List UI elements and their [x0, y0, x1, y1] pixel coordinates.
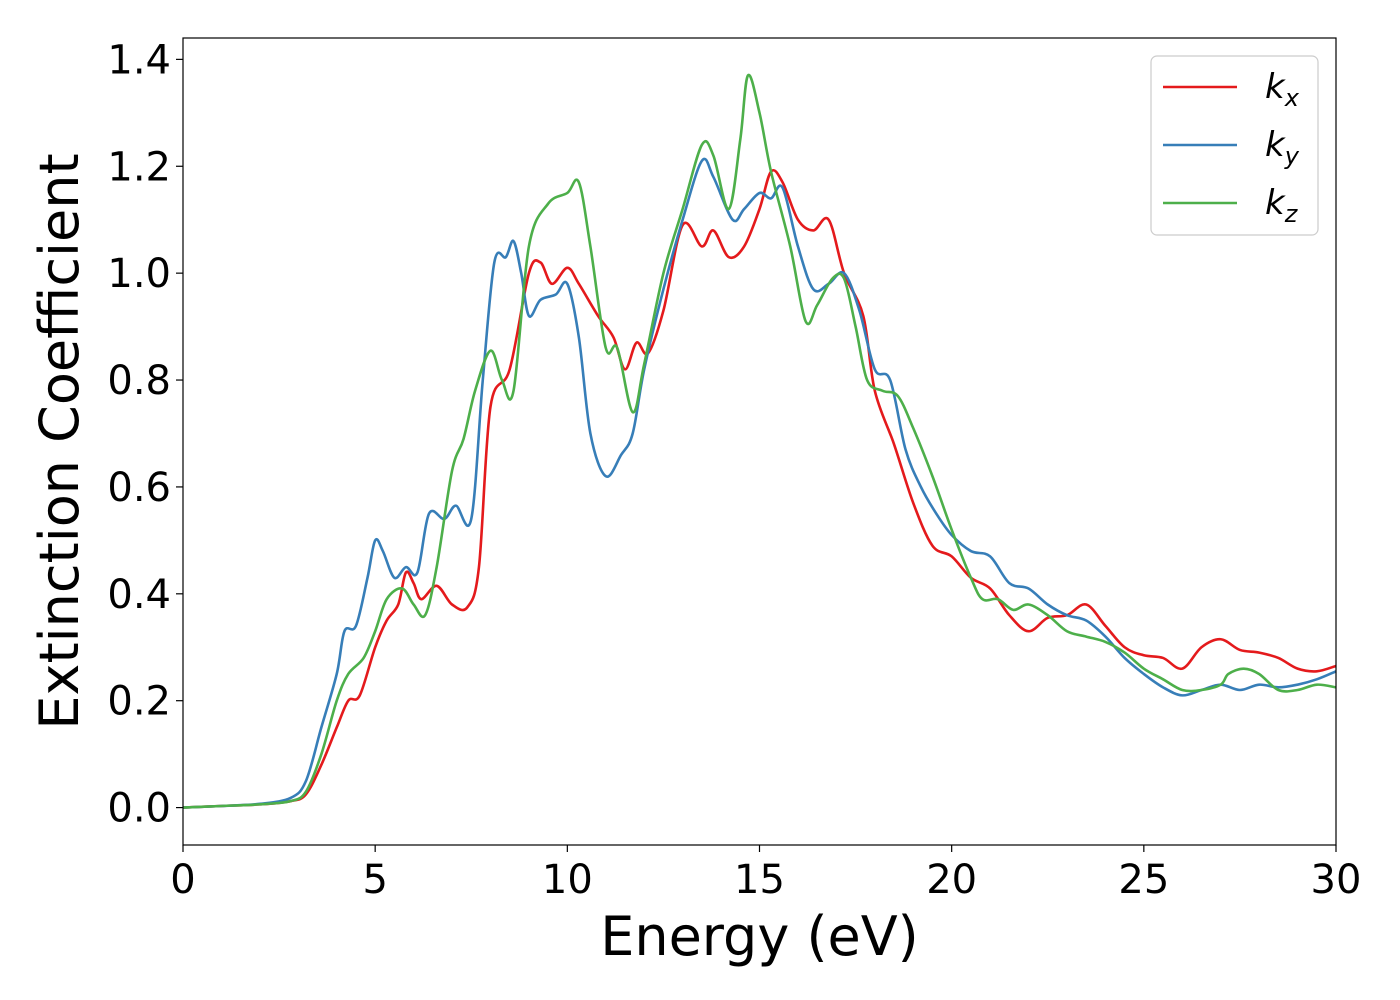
series-line-k-y — [183, 157, 1336, 809]
y-tick-label: 0.4 — [107, 572, 171, 618]
x-axis-label: Energy (eV) — [600, 905, 919, 968]
y-tick-label: 0.6 — [107, 465, 171, 511]
x-tick-label: 15 — [734, 857, 785, 903]
x-tick-label: 10 — [542, 857, 593, 903]
y-tick-label: 1.0 — [107, 251, 171, 297]
y-tick-label: 1.2 — [107, 144, 171, 190]
y-tick-label: 0.2 — [107, 679, 171, 725]
y-axis-label: Extinction Coefficient — [28, 153, 91, 729]
legend: kx ky kz — [1150, 55, 1319, 236]
legend-label-k-y: ky — [1265, 125, 1300, 170]
y-tick-label: 0.0 — [107, 786, 171, 832]
x-tick-label: 30 — [1311, 857, 1362, 903]
x-tick-label: 0 — [170, 857, 195, 903]
series-line-k-x — [183, 168, 1336, 809]
series-layer — [183, 73, 1336, 809]
legend-label-k-z: kz — [1265, 183, 1299, 228]
x-tick-label: 5 — [362, 857, 387, 903]
ticks-layer: 0 5 10 15 20 25 30 0.0 0.2 0.4 0.6 0.8 1.0 1.2 1.4 — [107, 37, 1361, 903]
legend-label-k-x: kx — [1265, 67, 1300, 112]
y-tick-label: 0.8 — [107, 358, 171, 404]
y-tick-label: 1.4 — [107, 37, 171, 83]
x-tick-label: 25 — [1118, 857, 1169, 903]
x-tick-label: 20 — [926, 857, 977, 903]
series-line-k-z — [183, 73, 1336, 809]
